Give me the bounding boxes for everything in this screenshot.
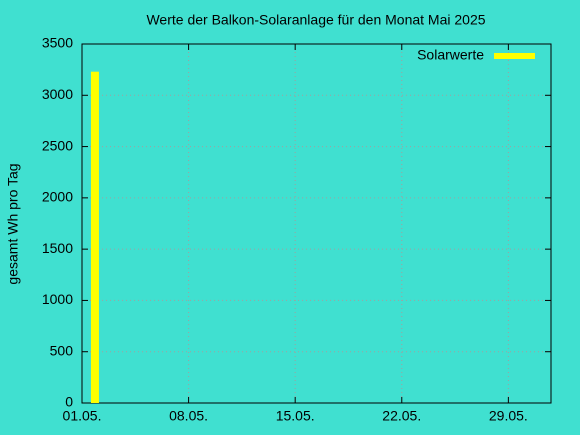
y-tick-label: 2500	[42, 137, 73, 153]
y-tick-label: 1000	[42, 291, 73, 307]
plot-frame	[81, 43, 552, 404]
y-tick-label: 2000	[42, 189, 73, 205]
x-tick-label: 22.05.	[382, 408, 421, 424]
y-tick-label: 0	[65, 394, 73, 410]
y-tick-label: 1500	[42, 240, 73, 256]
bar	[90, 71, 99, 404]
legend-label: Solarwerte	[417, 47, 484, 63]
legend-swatch	[494, 53, 535, 59]
x-tick-label: 15.05.	[276, 408, 315, 424]
y-tick-label: 3500	[42, 35, 73, 51]
y-axis-label: gesamt Wh pro Tag	[5, 163, 21, 284]
y-tick-label: 3000	[42, 86, 73, 102]
x-tick-label: 01.05.	[63, 408, 102, 424]
x-tick-label: 08.05.	[169, 408, 208, 424]
x-tick-label: 29.05.	[489, 408, 528, 424]
y-tick-label: 500	[50, 342, 74, 358]
chart-title: Werte der Balkon-Solaranlage für den Mon…	[146, 12, 485, 28]
